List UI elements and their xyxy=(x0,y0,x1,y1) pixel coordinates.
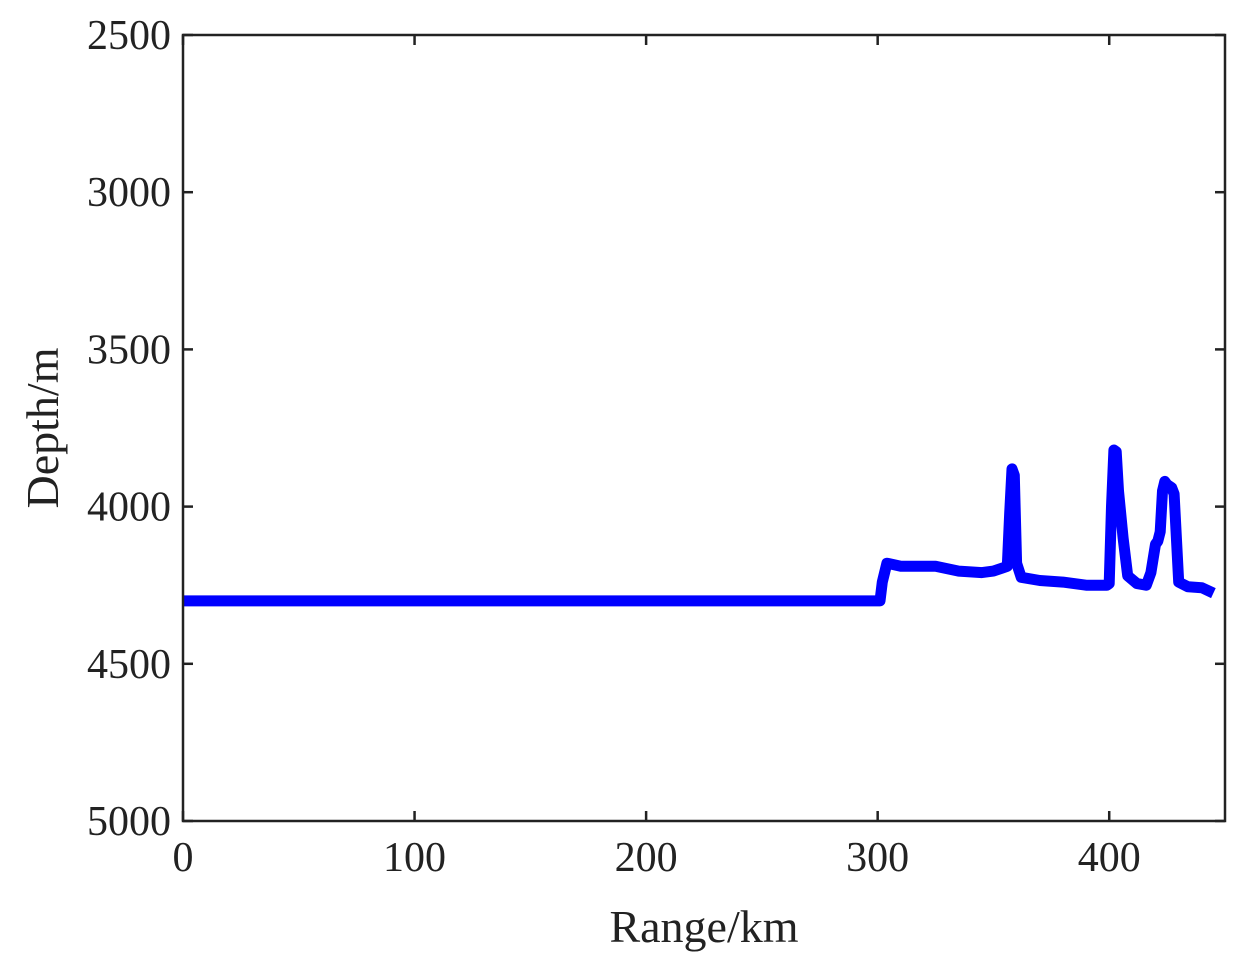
x-tick-label: 300 xyxy=(846,835,909,881)
plot-background xyxy=(183,35,1225,821)
x-tick-label: 100 xyxy=(383,835,446,881)
plot-frame xyxy=(181,33,1227,823)
x-tick-label: 400 xyxy=(1078,835,1141,881)
y-tick-label: 3000 xyxy=(87,170,171,216)
lines-layer xyxy=(183,444,1216,607)
x-axis-label: Range/km xyxy=(609,901,798,952)
x-tick-label: 200 xyxy=(615,835,678,881)
y-tick-label: 5000 xyxy=(87,799,171,845)
y-tick-label: 4500 xyxy=(87,642,171,688)
ticks-layer: 0 100 200 300 400 2500 3000 3500 4000 4500 5000 xyxy=(87,13,1225,881)
y-tick-label: 2500 xyxy=(87,13,171,59)
series-line xyxy=(183,444,1216,607)
y-tick-label: 3500 xyxy=(87,327,171,373)
y-tick-label: 4000 xyxy=(87,485,171,531)
x-tick-label: 0 xyxy=(173,835,194,881)
y-axis-label: Depth/m xyxy=(17,347,68,508)
